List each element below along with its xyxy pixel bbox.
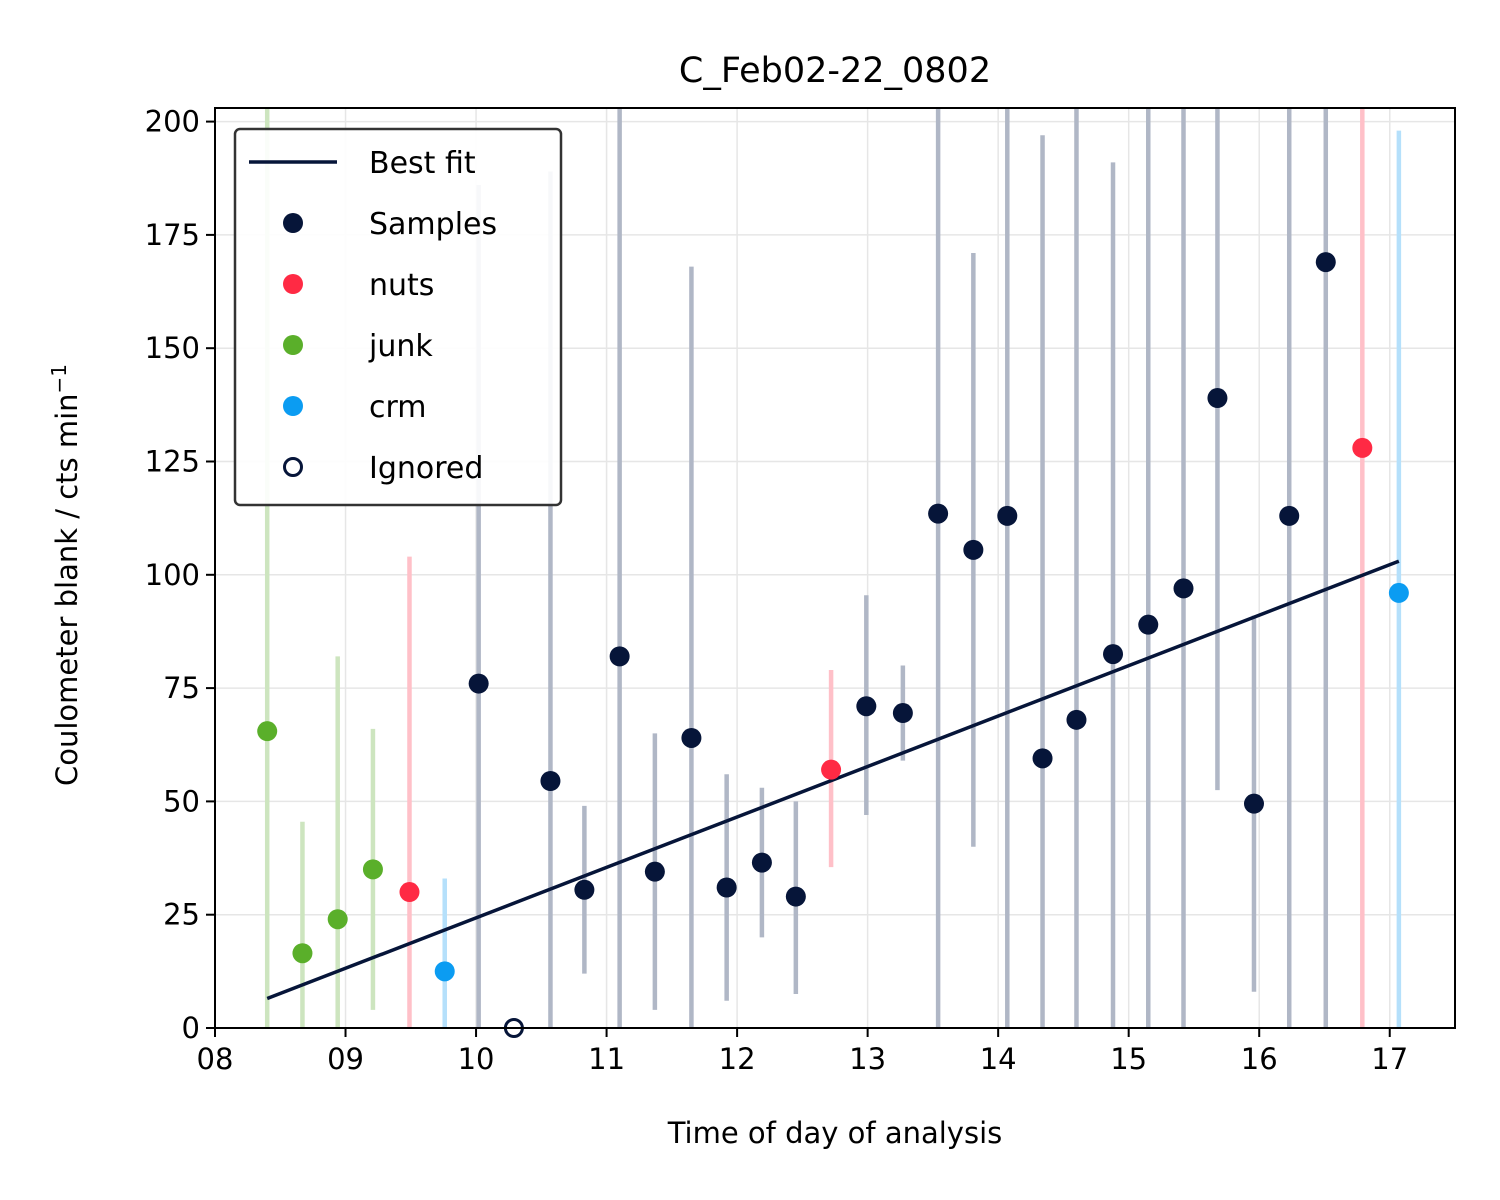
x-tick-label: 14: [980, 1042, 1017, 1076]
x-tick-label: 15: [1110, 1042, 1147, 1076]
samples-point: [1207, 388, 1228, 409]
samples-point: [1066, 709, 1087, 730]
samples-point: [751, 852, 772, 873]
legend-label: nuts: [369, 268, 434, 303]
samples-point: [1032, 748, 1053, 769]
y-tick-label: 175: [145, 218, 200, 252]
best-fit-line-group: [266, 559, 1400, 1001]
chart-title: C_Feb02-22_0802: [679, 51, 991, 91]
legend-marker: [283, 396, 303, 416]
legend-marker: [283, 335, 303, 355]
legend-label: junk: [368, 329, 433, 364]
legend-label: Best fit: [369, 146, 476, 181]
nuts-point: [1352, 437, 1373, 458]
y-axis-label: Coulometer blank / cts min−1: [47, 364, 84, 786]
legend-open-marker: [283, 457, 303, 477]
samples-point: [716, 877, 737, 898]
x-tick-label: 16: [1241, 1042, 1278, 1076]
x-axis-ticks: 08 09 10 11 12 13 14 15 16 17: [197, 1028, 1408, 1076]
y-tick-label: 100: [145, 558, 200, 592]
crm-point: [1388, 582, 1409, 603]
crm-point: [434, 961, 455, 982]
y-tick-label: 0: [182, 1011, 200, 1045]
samples-point: [1243, 793, 1264, 814]
samples-point: [1315, 252, 1336, 273]
best-fit-line: [266, 559, 1400, 1001]
x-axis-label: Time of day of analysis: [667, 1116, 1003, 1150]
x-tick-label: 09: [327, 1042, 364, 1076]
samples-point: [1103, 644, 1124, 665]
legend-label: Samples: [369, 207, 497, 242]
y-axis-label-main: Coulometer blank / cts min: [50, 393, 84, 786]
x-tick-label: 08: [197, 1042, 234, 1076]
junk-point: [362, 859, 383, 880]
legend-marker: [283, 274, 303, 294]
y-tick-label: 50: [163, 784, 200, 818]
samples-point: [785, 886, 806, 907]
nuts-point: [399, 882, 420, 903]
y-tick-label: 200: [145, 105, 200, 139]
junk-point: [327, 909, 348, 930]
error-bars: [264, 108, 1402, 1028]
x-tick-label: 12: [719, 1042, 756, 1076]
legend-label: Ignored: [369, 451, 483, 486]
samples-point: [997, 505, 1018, 526]
data-points: [257, 252, 1409, 1038]
legend-label: crm: [369, 390, 427, 425]
samples-point: [609, 646, 630, 667]
samples-point: [856, 696, 877, 717]
legend-box: [233, 127, 563, 507]
samples-point: [1173, 578, 1194, 599]
legend-marker: [283, 213, 303, 233]
x-tick-label: 11: [588, 1042, 625, 1076]
y-tick-label: 25: [163, 898, 200, 932]
legend: Best fit Samples nuts junk crm Ignored: [233, 127, 563, 507]
y-tick-label: 75: [163, 671, 200, 705]
x-tick-label: 10: [458, 1042, 495, 1076]
samples-point: [1279, 505, 1300, 526]
samples-point: [468, 673, 489, 694]
junk-point: [257, 721, 278, 742]
nuts-point: [821, 759, 842, 780]
samples-point: [644, 861, 665, 882]
samples-point: [681, 727, 702, 748]
x-tick-label: 13: [849, 1042, 886, 1076]
samples-point: [540, 771, 561, 792]
x-tick-label: 17: [1371, 1042, 1408, 1076]
samples-point: [1138, 614, 1159, 635]
samples-point: [963, 539, 984, 560]
y-tick-label: 125: [145, 444, 200, 478]
samples-point: [928, 503, 949, 524]
samples-point: [574, 879, 595, 900]
plot-frame: [214, 107, 1456, 1029]
samples-point: [892, 703, 913, 724]
y-tick-label: 150: [145, 331, 200, 365]
y-axis-label-superscript: −1: [47, 364, 71, 393]
junk-point: [292, 943, 313, 964]
y-axis-ticks: 0 25 50 75 100 125 150 175 200: [145, 105, 215, 1045]
